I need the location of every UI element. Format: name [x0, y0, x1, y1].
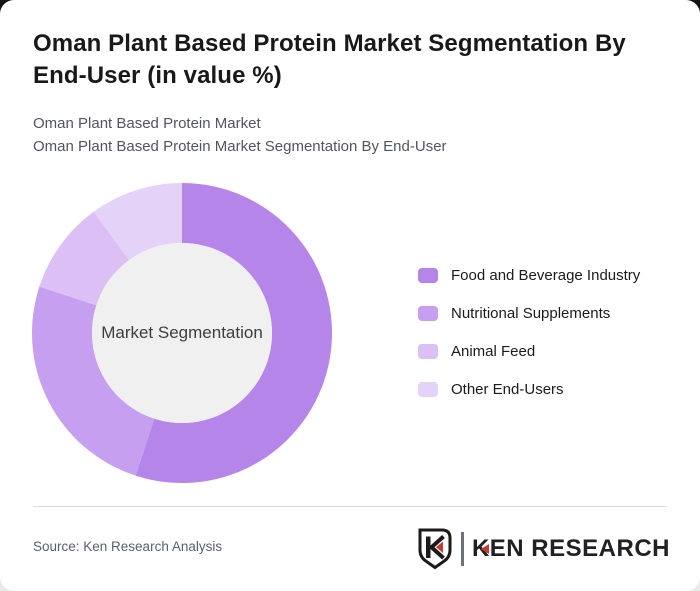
- brand-logo: KEN RESEARCH: [416, 526, 670, 572]
- donut-hole: [92, 243, 272, 423]
- legend-swatch: [418, 306, 438, 321]
- brand-k-accent-icon: [480, 544, 489, 554]
- donut-segment-3: [93, 183, 182, 261]
- legend-swatch: [418, 382, 438, 397]
- brand-text-wrap: KEN RESEARCH: [472, 526, 670, 572]
- donut-segment-0: [135, 183, 332, 483]
- page-title: Oman Plant Based Protein Market Segmenta…: [33, 30, 626, 89]
- legend-item: Animal Feed: [418, 343, 640, 360]
- legend: Food and Beverage Industry Nutritional Su…: [418, 267, 641, 420]
- legend-label: Other End-Users: [451, 381, 564, 398]
- brand-separator: [461, 532, 464, 566]
- subtitle-line-2: Oman Plant Based Protein Market Segmenta…: [33, 138, 447, 155]
- brand-name: KEN RESEARCH: [471, 535, 670, 562]
- donut-chart: Market Segmentation: [32, 183, 332, 483]
- legend-label: Food and Beverage Industry: [451, 267, 641, 284]
- donut-chart-svg: [32, 183, 332, 483]
- donut-segment-1: [32, 286, 155, 476]
- legend-label: Nutritional Supplements: [451, 305, 611, 322]
- source-text: Source: Ken Research Analysis: [33, 539, 223, 554]
- legend-item: Other End-Users: [418, 381, 640, 398]
- legend-item: Nutritional Supplements: [418, 305, 640, 322]
- legend-swatch: [418, 268, 438, 283]
- donut-segment-2: [39, 211, 130, 306]
- ken-research-shield-icon: [418, 528, 452, 570]
- legend-swatch: [418, 344, 438, 359]
- subtitle: Oman Plant Based Protein Market Oman Pla…: [33, 112, 663, 158]
- subtitle-line-1: Oman Plant Based Protein Market: [33, 115, 261, 132]
- footer-divider: [33, 506, 667, 507]
- legend-item: Food and Beverage Industry: [418, 267, 641, 284]
- legend-label: Animal Feed: [451, 343, 536, 360]
